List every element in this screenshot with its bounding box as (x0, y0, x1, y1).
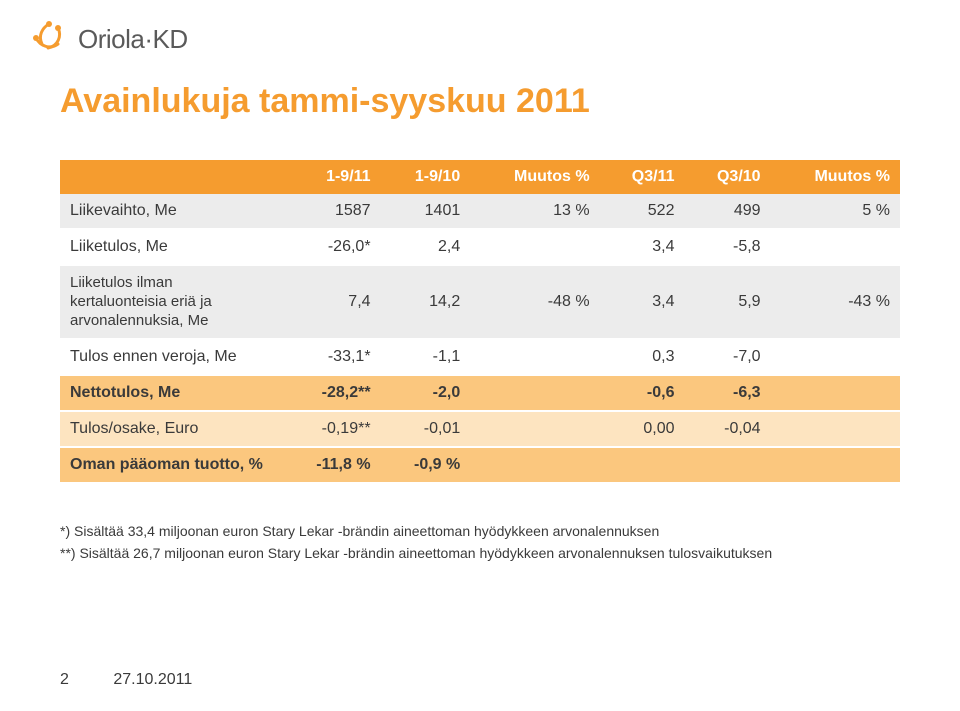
footer-date: 27.10.2011 (113, 671, 192, 688)
page-title: Avainlukuja tammi-syyskuu 2011 (60, 82, 590, 121)
table-cell (470, 375, 599, 411)
table-cell (600, 447, 685, 483)
table-cell: 7,4 (280, 265, 381, 339)
logo-text: Oriola·KD (78, 24, 188, 55)
table-cell: 2,4 (381, 229, 471, 265)
col-header: Q3/10 (684, 160, 770, 194)
table-cell (470, 447, 599, 483)
table-cell: -2,0 (381, 375, 471, 411)
table-cell: -1,1 (381, 339, 471, 375)
table-cell: 0,00 (600, 411, 685, 447)
table-row: Tulos/osake, Euro-0,19**-0,01 0,00-0,04 (60, 411, 900, 447)
footnotes: *) Sisältää 33,4 miljoonan euron Stary L… (60, 520, 772, 565)
table-cell: 3,4 (600, 229, 685, 265)
table-cell: -0,6 (600, 375, 685, 411)
col-header: Muutos % (470, 160, 599, 194)
table-cell: 0,3 (600, 339, 685, 375)
table-cell (470, 411, 599, 447)
table-cell: -43 % (771, 265, 900, 339)
footnote-line: **) Sisältää 26,7 miljoonan euron Stary … (60, 542, 772, 564)
table-cell: -0,9 % (381, 447, 471, 483)
page-number: 2 (60, 671, 69, 688)
logo: Oriola·KD (28, 18, 188, 60)
key-figures-table: 1-9/11 1-9/10 Muutos % Q3/11 Q3/10 Muuto… (60, 160, 900, 484)
table-cell: Liikevaihto, Me (60, 194, 280, 229)
table-row: Nettotulos, Me-28,2**-2,0 -0,6-6,3 (60, 375, 900, 411)
table-cell: 5 % (771, 194, 900, 229)
table-cell: -11,8 % (280, 447, 381, 483)
table-cell: 5,9 (684, 265, 770, 339)
table-row: Liikevaihto, Me1587140113 %5224995 % (60, 194, 900, 229)
table-cell: -0,01 (381, 411, 471, 447)
table-cell: -48 % (470, 265, 599, 339)
table-cell (684, 447, 770, 483)
table-row: Liiketulos ilmankertaluonteisia eriä jaa… (60, 265, 900, 339)
table-header-row: 1-9/11 1-9/10 Muutos % Q3/11 Q3/10 Muuto… (60, 160, 900, 194)
col-header: 1-9/10 (381, 160, 471, 194)
table-row: Tulos ennen veroja, Me-33,1*-1,1 0,3-7,0 (60, 339, 900, 375)
table-cell: Tulos ennen veroja, Me (60, 339, 280, 375)
footer: 2 27.10.2011 (60, 671, 192, 689)
footnote-line: *) Sisältää 33,4 miljoonan euron Stary L… (60, 520, 772, 542)
table-cell: -5,8 (684, 229, 770, 265)
table-cell (470, 339, 599, 375)
table-cell (470, 229, 599, 265)
table-cell: 522 (600, 194, 685, 229)
col-header (60, 160, 280, 194)
table-cell: 3,4 (600, 265, 685, 339)
table-cell (771, 375, 900, 411)
table-cell: 1401 (381, 194, 471, 229)
table-cell: -7,0 (684, 339, 770, 375)
table-cell (771, 447, 900, 483)
table-cell: -0,19** (280, 411, 381, 447)
table-cell (771, 339, 900, 375)
table-cell: -0,04 (684, 411, 770, 447)
table-cell: 13 % (470, 194, 599, 229)
col-header: Q3/11 (600, 160, 685, 194)
col-header: 1-9/11 (280, 160, 381, 194)
table-cell: Liiketulos, Me (60, 229, 280, 265)
table-cell: -33,1* (280, 339, 381, 375)
logo-icon (28, 18, 70, 60)
table-cell: 14,2 (381, 265, 471, 339)
table-cell: Oman pääoman tuotto, % (60, 447, 280, 483)
table-cell: Liiketulos ilmankertaluonteisia eriä jaa… (60, 265, 280, 339)
table-cell (771, 411, 900, 447)
table-cell: 499 (684, 194, 770, 229)
table-cell (771, 229, 900, 265)
table-cell: -26,0* (280, 229, 381, 265)
table-cell: Nettotulos, Me (60, 375, 280, 411)
table-cell: -6,3 (684, 375, 770, 411)
table-row: Liiketulos, Me-26,0*2,4 3,4-5,8 (60, 229, 900, 265)
table-row: Oman pääoman tuotto, %-11,8 %-0,9 % (60, 447, 900, 483)
table-cell: -28,2** (280, 375, 381, 411)
table-cell: 1587 (280, 194, 381, 229)
col-header: Muutos % (771, 160, 900, 194)
table-cell: Tulos/osake, Euro (60, 411, 280, 447)
